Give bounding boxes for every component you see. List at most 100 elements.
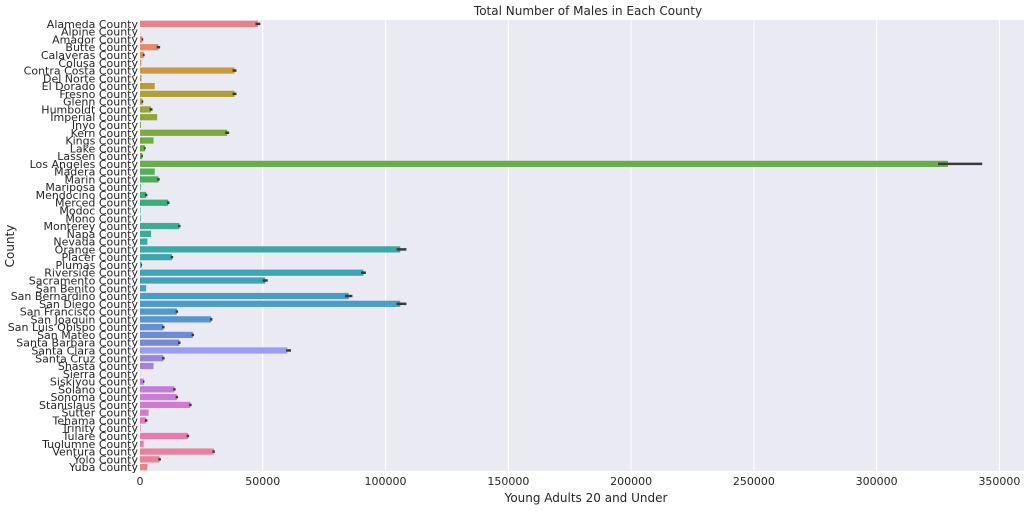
bar bbox=[140, 44, 159, 51]
y-tick-label: San Joaquin County bbox=[30, 313, 138, 326]
bar bbox=[140, 129, 228, 136]
bar bbox=[140, 75, 142, 82]
error-bars bbox=[140, 22, 983, 461]
y-axis-title: County bbox=[3, 225, 17, 268]
bar bbox=[140, 176, 159, 183]
y-tick-label: Sonoma County bbox=[50, 391, 138, 404]
bar bbox=[140, 168, 155, 175]
bar bbox=[140, 67, 235, 74]
y-tick-label: Inyo County bbox=[72, 119, 139, 132]
y-tick-label: San Francisco County bbox=[20, 306, 139, 319]
bar bbox=[140, 199, 169, 206]
y-tick-label: Colusa County bbox=[58, 57, 138, 70]
y-tick-label: Monterey County bbox=[43, 220, 138, 233]
y-tick-label: Calaveras County bbox=[41, 49, 139, 62]
y-tick-label: Solano County bbox=[58, 383, 138, 396]
y-tick-label: Sutter County bbox=[61, 407, 138, 420]
x-tick-labels: 0 50000 100000 150000 200000 250000 300000 3500… bbox=[137, 475, 1021, 488]
plot-area bbox=[140, 20, 1024, 471]
y-tick-label: Alpine County bbox=[61, 26, 139, 39]
y-tick-label: Lake County bbox=[70, 142, 139, 155]
bar bbox=[140, 82, 155, 90]
bar bbox=[140, 417, 147, 424]
y-tick-label: Plumas County bbox=[55, 259, 138, 272]
bar bbox=[140, 160, 948, 167]
y-tick-label: Imperial County bbox=[50, 111, 138, 124]
bar bbox=[140, 184, 141, 191]
y-tick-label: Napa County bbox=[67, 228, 139, 241]
y-tick-label: Trinity County bbox=[61, 422, 139, 435]
bar bbox=[140, 191, 147, 199]
y-tick-label: San Diego County bbox=[39, 298, 138, 311]
bar bbox=[140, 394, 177, 401]
y-tick-label: Humboldt County bbox=[41, 103, 138, 116]
x-tick-label: 0 bbox=[137, 475, 144, 488]
bar bbox=[140, 254, 172, 261]
y-tick-label: Los Angeles County bbox=[30, 158, 139, 171]
grid-lines bbox=[139, 20, 1000, 471]
y-tick-label: Yuba County bbox=[68, 461, 138, 474]
y-tick-label: San Luis Obispo County bbox=[8, 321, 139, 334]
bar bbox=[140, 51, 144, 59]
bar bbox=[140, 230, 152, 237]
y-tick-label: San Bernardino County bbox=[11, 290, 139, 303]
bar bbox=[140, 324, 164, 331]
y-tick-label: Butte County bbox=[65, 41, 138, 54]
bar bbox=[140, 59, 142, 66]
bar bbox=[140, 347, 288, 354]
x-tick-label: 50000 bbox=[245, 475, 280, 488]
y-tick-label: Mendocino County bbox=[36, 189, 139, 202]
y-tick-label: Alameda County bbox=[47, 18, 139, 31]
y-tick-label: Marin County bbox=[65, 173, 139, 186]
bar bbox=[140, 269, 364, 276]
bar bbox=[140, 137, 154, 144]
bar bbox=[140, 425, 141, 432]
bar bbox=[140, 114, 158, 121]
bar bbox=[140, 316, 212, 323]
y-tick-label: Santa Barbara County bbox=[16, 337, 138, 350]
y-tick-label: San Mateo County bbox=[37, 329, 138, 342]
bar bbox=[140, 261, 142, 269]
x-tick-label: 200000 bbox=[610, 475, 652, 488]
y-tick-label: Fresno County bbox=[59, 88, 138, 101]
bar bbox=[140, 277, 266, 284]
bar bbox=[140, 331, 193, 339]
y-tick-label: Yolo County bbox=[73, 453, 139, 466]
bar bbox=[140, 90, 235, 97]
y-tick-label: Del Norte County bbox=[43, 72, 139, 85]
y-tick-label: Modoc County bbox=[59, 205, 138, 218]
y-tick-label: Mono County bbox=[65, 212, 138, 225]
chart-title: Total Number of Males in Each County bbox=[473, 4, 702, 18]
bar bbox=[140, 386, 175, 393]
y-tick-label: Tulare County bbox=[61, 430, 138, 443]
y-tick-label: Kern County bbox=[71, 127, 139, 140]
y-tick-label: Contra Costa County bbox=[24, 65, 139, 78]
y-tick-label: Mariposa County bbox=[45, 181, 138, 194]
bar bbox=[140, 238, 148, 245]
bar bbox=[140, 401, 191, 409]
bar bbox=[140, 152, 143, 160]
y-tick-label: Amador County bbox=[52, 33, 138, 46]
bar bbox=[140, 98, 143, 105]
y-tick-label: Sierra County bbox=[63, 368, 139, 381]
bar bbox=[140, 145, 145, 152]
bar bbox=[140, 292, 349, 300]
bar bbox=[140, 215, 141, 222]
bars bbox=[140, 20, 948, 471]
y-tick-label: Merced County bbox=[55, 197, 139, 210]
bar bbox=[140, 378, 144, 385]
y-tick-label: Siskiyou County bbox=[50, 376, 139, 389]
bar bbox=[140, 456, 160, 463]
y-tick-label: Orange County bbox=[55, 243, 139, 256]
y-tick-label: Sacramento County bbox=[29, 274, 139, 287]
y-tick-label: Riverside County bbox=[44, 267, 138, 280]
y-tick-label: Kings County bbox=[65, 135, 138, 148]
y-tick-label: Santa Cruz County bbox=[35, 352, 138, 365]
bar bbox=[140, 409, 149, 416]
y-tick-label: San Benito County bbox=[36, 282, 139, 295]
y-tick-label: Shasta County bbox=[58, 360, 139, 373]
y-tick-label: Glenn County bbox=[63, 96, 138, 109]
bar bbox=[140, 362, 154, 370]
